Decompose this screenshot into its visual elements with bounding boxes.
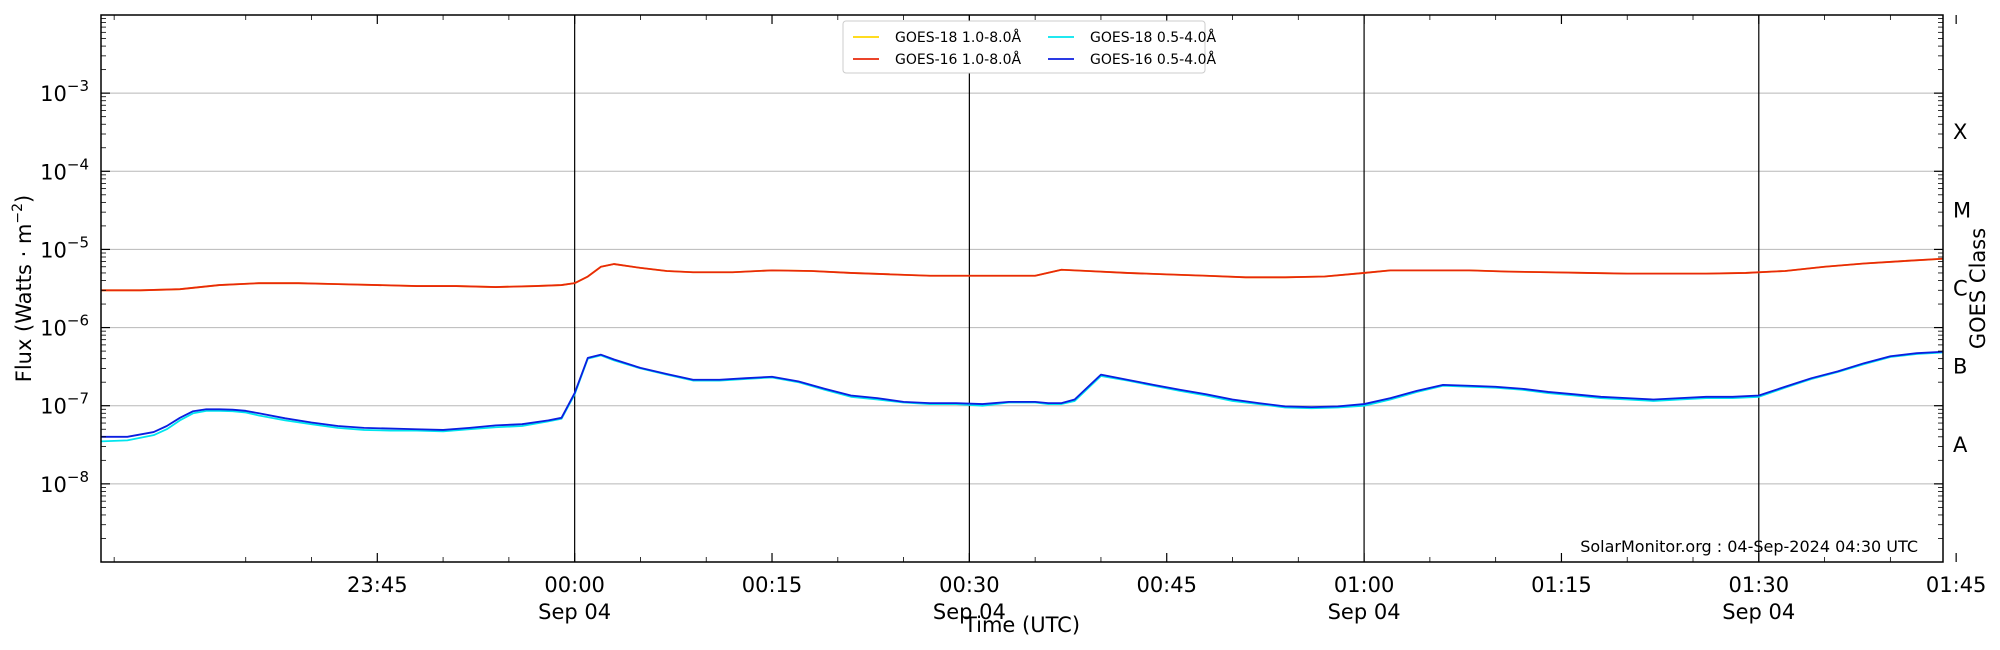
y-tick-label: 10−6	[40, 312, 89, 341]
grid-lines	[101, 92, 1943, 485]
y-tick-exponent: −7	[67, 390, 89, 408]
y-tick-label: 10−7	[40, 390, 89, 419]
x-tick-label: 00:00	[544, 573, 605, 597]
x-tick-date-label: Sep 04	[538, 600, 611, 624]
y-axis-title-main: Flux (Watts · m	[12, 224, 36, 383]
x-tick-label: 00:15	[742, 573, 803, 597]
source-credit: SolarMonitor.org : 04-Sep-2024 04:30 UTC	[1580, 537, 1918, 556]
goes-class-label: C	[1953, 277, 1968, 301]
goes-class-labels: A B C M X	[1953, 120, 1971, 457]
y-tick-label: 10−5	[40, 233, 89, 262]
y-tick-exponent: −3	[67, 77, 89, 95]
legend-box	[842, 20, 1206, 74]
legend-label: GOES-18 0.5-4.0Å	[1090, 29, 1216, 46]
goes-class-axis-title: GOES Class	[1966, 228, 1990, 349]
x-tick-label: 23:45	[347, 573, 408, 597]
legend: GOES-18 1.0-8.0Å GOES-18 0.5-4.0Å GOES-16 …	[842, 20, 1216, 74]
y-axis-title: Flux (Watts · m−2)	[10, 195, 36, 383]
goes-class-label: X	[1953, 120, 1967, 144]
x-axis-ticks: 23:45 00:00 Sep 04 00:15 00:30 Sep 04 00:45 01:…	[113, 15, 1987, 624]
legend-items: GOES-18 1.0-8.0Å GOES-18 0.5-4.0Å GOES-16 …	[853, 29, 1216, 68]
y-tick-base: 10	[40, 238, 67, 262]
day-boundary-lines	[574, 15, 1760, 562]
x-tick-label: 01:45	[1926, 573, 1987, 597]
y-tick-base: 10	[40, 473, 67, 497]
series-line-2	[101, 257, 1944, 292]
y-tick-label: 10−3	[40, 77, 89, 106]
plot-frame	[100, 14, 1944, 563]
x-tick-date-label: Sep 04	[1722, 600, 1795, 624]
y-tick-base: 10	[40, 82, 67, 106]
x-tick-label: 00:45	[1136, 573, 1197, 597]
y-axis-title-exponent: −2	[10, 203, 26, 224]
legend-label: GOES-18 1.0-8.0Å	[895, 29, 1021, 46]
goes-class-label: B	[1953, 355, 1967, 379]
goes-class-label: A	[1953, 433, 1968, 457]
y-tick-exponent: −6	[67, 312, 89, 330]
y-tick-base: 10	[40, 317, 67, 341]
y-tick-label: 10−8	[40, 468, 89, 497]
y-tick-exponent: −5	[67, 233, 89, 251]
y-tick-label: 10−4	[40, 155, 89, 184]
series-line-4	[101, 350, 1944, 438]
legend-label: GOES-16 0.5-4.0Å	[1090, 51, 1216, 68]
x-tick-date-label: Sep 04	[1328, 600, 1401, 624]
y-axis-title-close: )	[12, 195, 36, 203]
y-axis-ticks: 10−810−710−610−510−410−3	[40, 18, 1943, 539]
x-tick-label: 01:15	[1531, 573, 1592, 597]
x-tick-label: 01:30	[1729, 573, 1790, 597]
y-tick-base: 10	[40, 160, 67, 184]
y-tick-exponent: −8	[67, 468, 89, 486]
legend-label: GOES-16 1.0-8.0Å	[895, 51, 1021, 68]
x-tick-label: 01:00	[1334, 573, 1395, 597]
x-axis-title: Time (UTC)	[963, 613, 1080, 637]
y-tick-exponent: −4	[67, 155, 89, 173]
flux-series	[100, 257, 1944, 443]
x-tick-date-label: Sep 04	[933, 600, 1006, 624]
x-tick-label: 00:30	[939, 573, 1000, 597]
series-line-3	[100, 351, 1944, 443]
goes-class-label: M	[1953, 198, 1971, 222]
y-tick-base: 10	[40, 395, 67, 419]
